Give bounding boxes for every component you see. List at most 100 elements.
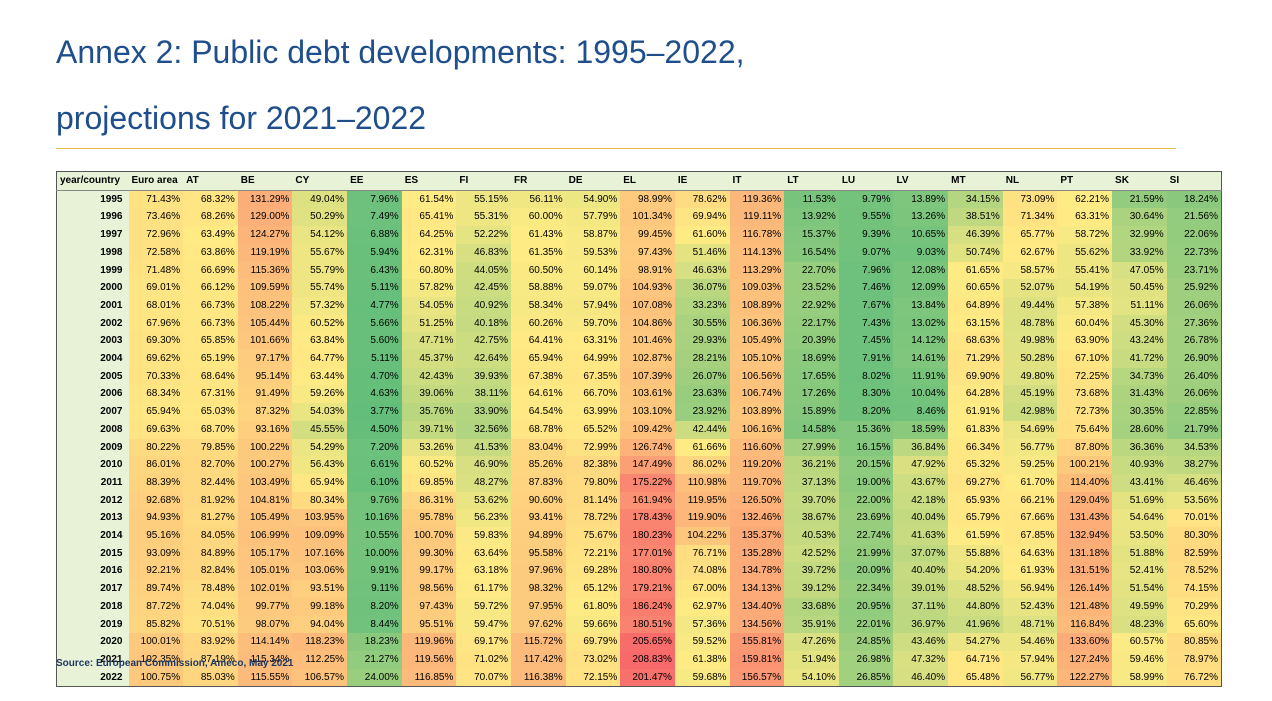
value-cell: 86.02%: [674, 456, 730, 474]
value-cell: 126.50%: [729, 491, 785, 510]
value-cell: 60.80%: [401, 261, 457, 280]
table-row: 2010 86.01% 82.70% 100.27% 56.43% 6.61% 60.52%…: [56, 456, 1222, 474]
value-cell: 46.63%: [674, 261, 730, 280]
value-cell: 28.21%: [674, 350, 730, 368]
value-cell: 72.21%: [565, 544, 621, 563]
value-cell: 38.27%: [1166, 456, 1222, 474]
column-header: FR: [510, 171, 566, 191]
value-cell: 156.57%: [729, 668, 785, 687]
value-cell: 107.08%: [620, 296, 675, 315]
value-cell: 65.77%: [1002, 226, 1058, 244]
value-cell: 39.12%: [784, 580, 839, 598]
value-cell: 85.26%: [510, 456, 566, 474]
value-cell: 175.22%: [620, 473, 675, 492]
value-cell: 109.59%: [237, 279, 293, 297]
value-cell: 178.43%: [620, 509, 675, 528]
value-cell: 58.88%: [510, 279, 566, 297]
value-cell: 97.62%: [510, 615, 566, 634]
value-cell: 177.01%: [620, 544, 675, 563]
value-cell: 61.43%: [510, 226, 566, 244]
value-cell: 35.76%: [401, 403, 457, 421]
year-cell: 1995: [56, 190, 129, 209]
value-cell: 60.14%: [565, 261, 621, 280]
value-cell: 65.79%: [948, 509, 1003, 528]
value-cell: 37.13%: [784, 473, 839, 492]
debt-table: year/country Euro area AT BE CY EE ES FI FR DE EL…: [56, 171, 1222, 688]
value-cell: 124.27%: [237, 226, 293, 244]
value-cell: 47.92%: [893, 456, 949, 474]
value-cell: 15.36%: [838, 420, 894, 439]
value-cell: 36.36%: [1112, 438, 1167, 457]
value-cell: 16.54%: [784, 243, 839, 262]
value-cell: 49.59%: [1112, 597, 1167, 616]
value-cell: 31.43%: [1112, 385, 1167, 404]
value-cell: 106.36%: [729, 314, 785, 333]
value-cell: 108.22%: [237, 296, 293, 315]
value-cell: 13.84%: [893, 296, 949, 315]
value-cell: 81.27%: [183, 509, 238, 528]
value-cell: 59.70%: [565, 314, 621, 333]
value-cell: 126.14%: [1057, 580, 1113, 598]
value-cell: 81.92%: [183, 491, 238, 510]
value-cell: 46.83%: [456, 243, 511, 262]
year-cell: 2001: [56, 296, 129, 315]
value-cell: 39.01%: [893, 580, 949, 598]
value-cell: 43.41%: [1112, 473, 1167, 492]
value-cell: 21.99%: [838, 544, 894, 563]
value-cell: 60.65%: [948, 279, 1003, 297]
column-header: BE: [237, 171, 293, 191]
value-cell: 115.36%: [237, 261, 293, 280]
value-cell: 109.03%: [729, 279, 785, 297]
value-cell: 129.04%: [1057, 491, 1113, 510]
value-cell: 106.56%: [729, 367, 785, 386]
value-cell: 30.35%: [1112, 403, 1167, 421]
value-cell: 108.89%: [729, 296, 785, 315]
value-cell: 64.28%: [948, 385, 1003, 404]
value-cell: 66.21%: [1002, 491, 1058, 510]
value-cell: 7.46%: [838, 279, 894, 297]
value-cell: 116.85%: [401, 668, 457, 687]
value-cell: 40.18%: [456, 314, 511, 333]
value-cell: 56.77%: [1002, 668, 1058, 687]
value-cell: 54.69%: [1002, 420, 1058, 439]
value-cell: 19.00%: [838, 473, 894, 492]
value-cell: 83.92%: [183, 633, 238, 651]
value-cell: 10.00%: [347, 544, 402, 563]
value-cell: 103.10%: [620, 403, 675, 421]
value-cell: 4.63%: [347, 385, 402, 404]
table-body: 1995 71.43% 68.32% 131.29% 49.04% 7.96% 61.54%…: [56, 190, 1222, 687]
value-cell: 72.15%: [565, 668, 621, 687]
value-cell: 66.70%: [565, 385, 621, 404]
value-cell: 68.70%: [183, 420, 238, 439]
value-cell: 42.18%: [893, 491, 949, 510]
value-cell: 48.23%: [1112, 615, 1167, 634]
value-cell: 132.94%: [1057, 527, 1113, 545]
corner-header: year/country: [56, 171, 129, 191]
value-cell: 50.28%: [1002, 350, 1058, 368]
value-cell: 115.72%: [510, 633, 566, 651]
value-cell: 5.11%: [347, 279, 402, 297]
value-cell: 49.80%: [1002, 367, 1058, 386]
value-cell: 58.57%: [1002, 261, 1058, 280]
value-cell: 86.01%: [128, 456, 184, 474]
value-cell: 51.46%: [674, 243, 730, 262]
value-cell: 109.42%: [620, 420, 675, 439]
table-row: 2003 69.30% 65.85% 101.66% 63.84% 5.60% 47.71%…: [56, 332, 1222, 351]
value-cell: 5.94%: [347, 243, 402, 262]
value-cell: 70.33%: [128, 367, 184, 386]
value-cell: 104.22%: [674, 527, 730, 545]
value-cell: 92.68%: [128, 491, 184, 510]
value-cell: 94.04%: [292, 615, 348, 634]
value-cell: 57.94%: [565, 296, 621, 315]
value-cell: 68.63%: [948, 332, 1003, 351]
value-cell: 112.25%: [292, 650, 348, 669]
value-cell: 6.10%: [347, 473, 402, 492]
value-cell: 95.51%: [401, 615, 457, 634]
year-cell: 2018: [56, 597, 129, 616]
value-cell: 186.24%: [620, 597, 675, 616]
year-cell: 2020: [56, 633, 129, 651]
column-header: DE: [565, 171, 621, 191]
value-cell: 22.00%: [838, 491, 894, 510]
value-cell: 67.38%: [510, 367, 566, 386]
year-cell: 2013: [56, 509, 129, 528]
